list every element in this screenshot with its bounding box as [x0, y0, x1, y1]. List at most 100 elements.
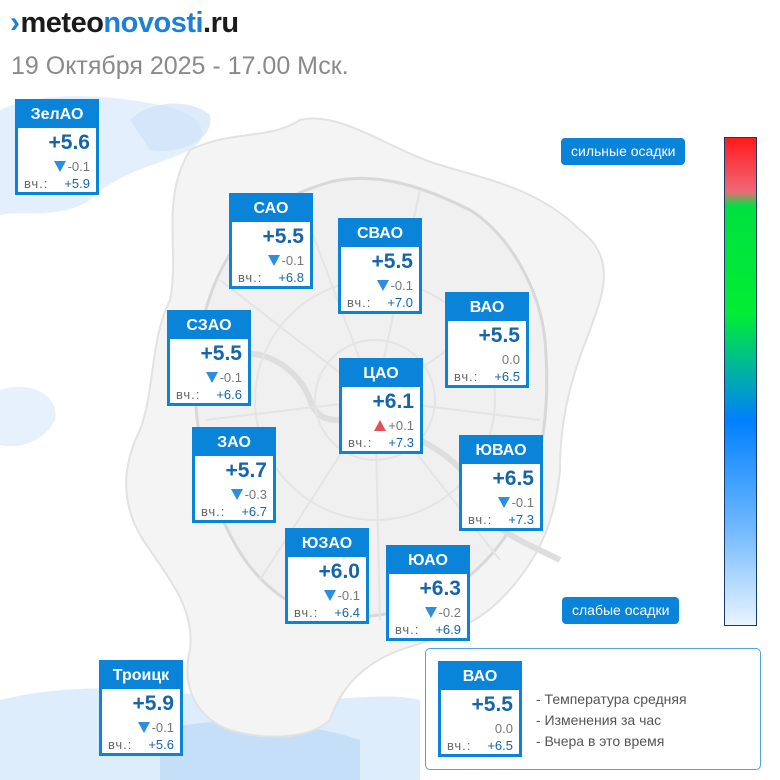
average-temperature: +5.5: [471, 693, 513, 716]
hourly-change-value: -0.1: [390, 278, 413, 293]
hourly-change: -0.1: [205, 370, 242, 385]
trend-down-icon: [230, 489, 243, 500]
strong-precip-label: сильные осадки: [561, 138, 686, 165]
district-card-sao: САО +5.5 -0.1 вч.: +6.8: [229, 193, 313, 289]
yesterday-row: вч.: +6.7: [201, 504, 267, 519]
trend-down-icon: [323, 590, 336, 601]
district-card-svao: СВАО +5.5 -0.1 вч.: +7.0: [338, 218, 422, 314]
hourly-change-value: 0.0: [501, 352, 520, 367]
yesterday-row: вч.: +6.8: [238, 270, 304, 285]
average-temperature: +5.5: [200, 342, 242, 365]
yesterday-row: вч.: +5.9: [24, 176, 90, 191]
trend-down-icon: [205, 372, 218, 383]
hourly-change-value: -0.2: [438, 605, 461, 620]
yesterday-temperature: +5.9: [64, 176, 90, 191]
hourly-change: -0.1: [137, 720, 174, 735]
district-name: ЦАО: [342, 361, 420, 387]
district-card-szao: СЗАО +5.5 -0.1 вч.: +6.6: [167, 310, 251, 406]
yesterday-label: вч.:: [347, 295, 372, 310]
hourly-change-value: +0.1: [388, 418, 414, 433]
yesterday-temperature: +6.8: [278, 270, 304, 285]
yesterday-temperature: +7.3: [388, 435, 414, 450]
yesterday-row: вч.: +6.5: [454, 369, 520, 384]
trend-down-icon: [376, 280, 389, 291]
hourly-change: -0.1: [267, 253, 304, 268]
precip-area-south-2: [160, 721, 360, 780]
hourly-change-value: -0.1: [337, 588, 360, 603]
trend-down-icon: [53, 161, 66, 172]
district-card-zelao: ЗелАО +5.6 -0.1 вч.: +5.9: [15, 99, 99, 195]
district-name: САО: [232, 196, 310, 222]
district-card-yuzao: ЮЗАО +6.0 -0.1 вч.: +6.4: [285, 528, 369, 624]
hourly-change: -0.1: [53, 159, 90, 174]
site-logo[interactable]: ›meteonovosti.ru: [10, 6, 239, 40]
hourly-change: -0.2: [424, 605, 461, 620]
average-temperature: +6.3: [419, 577, 461, 600]
yesterday-label: вч.:: [238, 270, 263, 285]
average-temperature: +5.9: [132, 692, 174, 715]
district-card-zao: ЗАО +5.7 -0.3 вч.: +6.7: [192, 427, 276, 523]
yesterday-temperature: +6.5: [494, 369, 520, 384]
logo-text-novosti: novosti: [103, 7, 204, 39]
precip-area-north: [130, 103, 211, 151]
yesterday-label: вч.:: [468, 512, 493, 527]
average-temperature: +6.5: [492, 467, 534, 490]
average-temperature: +6.0: [318, 560, 360, 583]
trend-down-icon: [267, 255, 280, 266]
hourly-change: -0.1: [323, 588, 360, 603]
average-temperature: +5.5: [371, 250, 413, 273]
yesterday-row: вч.: +7.0: [347, 295, 413, 310]
logo-text-ru: .ru: [203, 7, 239, 39]
hourly-change: 0.0: [502, 352, 520, 367]
yesterday-temperature: +6.7: [241, 504, 267, 519]
hourly-change: 0.0: [495, 721, 513, 736]
hourly-change: -0.3: [230, 487, 267, 502]
precip-intensity-scale: [724, 137, 757, 626]
district-card-troitsk: Троицк +5.9 -0.1 вч.: +5.6: [99, 660, 183, 756]
yesterday-temperature: +6.6: [216, 387, 242, 402]
yesterday-temperature: +6.5: [487, 738, 513, 753]
yesterday-row: вч.: +5.6: [108, 737, 174, 752]
district-name: Троицк: [102, 663, 180, 689]
district-card-vao: ВАО +5.5 0.0 вч.: +6.5: [445, 292, 529, 388]
yesterday-label: вч.:: [454, 369, 479, 384]
legend-line-temperature: - Температура средняя: [536, 691, 687, 707]
hourly-change: +0.1: [374, 418, 414, 433]
yesterday-label: вч.:: [348, 435, 373, 450]
average-temperature: +5.5: [262, 225, 304, 248]
weak-precip-label: слабые осадки: [562, 597, 680, 624]
logo-mark-icon: ›: [10, 6, 20, 39]
yesterday-label: вч.:: [24, 176, 49, 191]
yesterday-temperature: +5.6: [148, 737, 174, 752]
hourly-change-value: 0.0: [494, 721, 513, 736]
district-name: ЮЗАО: [288, 531, 366, 557]
district-name: СЗАО: [170, 313, 248, 339]
yesterday-temperature: +7.3: [508, 512, 534, 527]
yesterday-row: вч.: +6.9: [395, 622, 461, 637]
district-name: СВАО: [341, 221, 419, 247]
yesterday-row: вч.: +6.6: [176, 387, 242, 402]
average-temperature: +5.7: [225, 459, 267, 482]
district-card-cao: ЦАО +6.1 +0.1 вч.: +7.3: [339, 358, 423, 454]
hourly-change-value: -0.1: [219, 370, 242, 385]
district-name: ЗАО: [195, 430, 273, 456]
yesterday-row: вч.: +7.3: [348, 435, 414, 450]
yesterday-temperature: +7.0: [387, 295, 413, 310]
yesterday-label: вч.:: [447, 738, 472, 753]
hourly-change-value: -0.1: [67, 159, 90, 174]
trend-up-icon: [374, 420, 387, 431]
legend-example-card: ВАО +5.5 0.0 вч.: +6.5: [438, 661, 522, 757]
average-temperature: +5.5: [478, 324, 520, 347]
date-time-subtitle: 19 Октября 2025 - 17.00 Мск.: [11, 52, 349, 80]
district-name: ЮАО: [389, 548, 467, 574]
hourly-change: -0.1: [376, 278, 413, 293]
yesterday-row: вч.: +6.4: [294, 605, 360, 620]
logo-text-meteo: meteo: [20, 7, 104, 39]
district-name: ЮВАО: [462, 438, 540, 464]
trend-down-icon: [137, 722, 150, 733]
hourly-change-value: -0.1: [151, 720, 174, 735]
district-card-yuao: ЮАО +6.3 -0.2 вч.: +6.9: [386, 545, 470, 641]
average-temperature: +5.6: [48, 131, 90, 154]
yesterday-label: вч.:: [176, 387, 201, 402]
yesterday-row: вч.: +6.5: [447, 738, 513, 753]
